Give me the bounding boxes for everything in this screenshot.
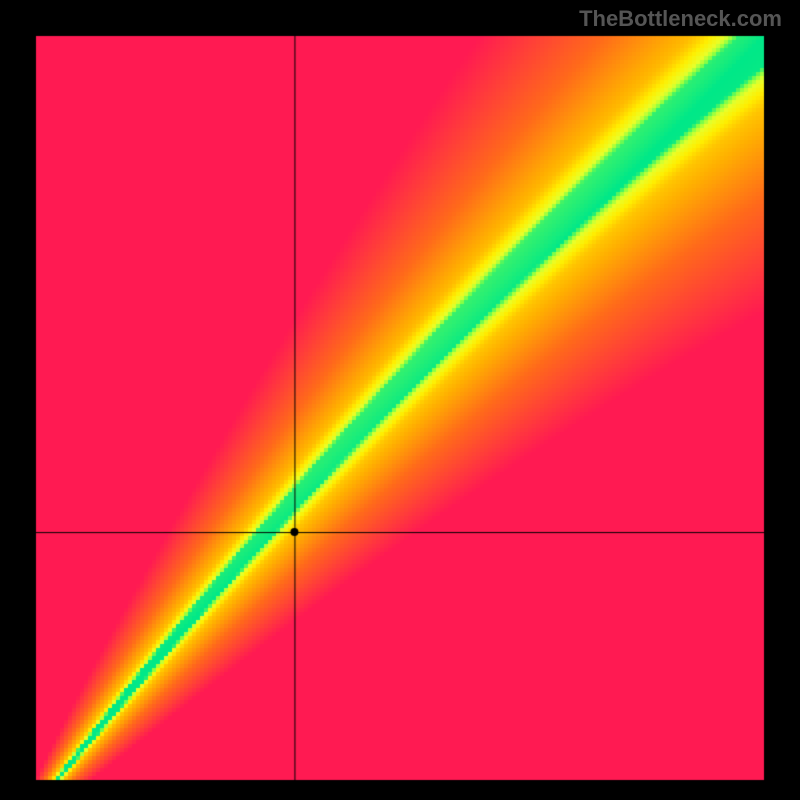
chart-container: TheBottleneck.com xyxy=(0,0,800,800)
watermark-text: TheBottleneck.com xyxy=(579,6,782,32)
heatmap-canvas xyxy=(0,0,800,800)
